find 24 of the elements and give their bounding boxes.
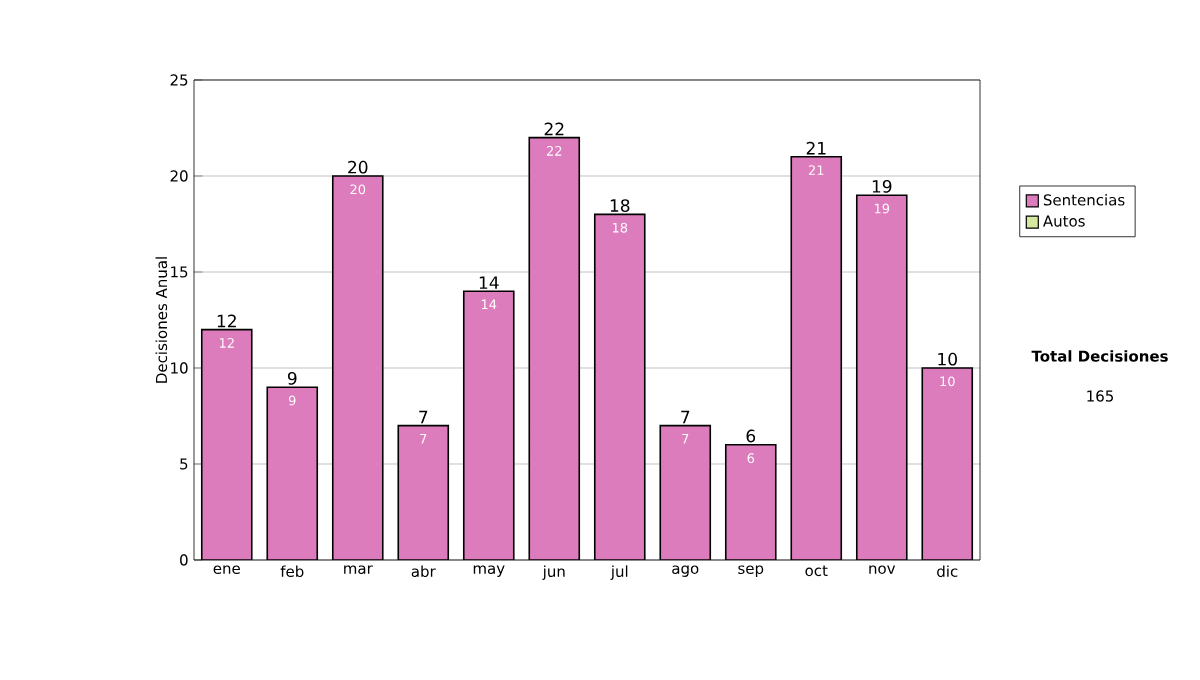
bar (921, 367, 974, 560)
bar (529, 137, 580, 560)
bar (398, 425, 449, 560)
total-label: 9 (287, 371, 297, 385)
bar (332, 175, 383, 560)
total-label: 14 (479, 276, 499, 289)
total-label: 12 (217, 314, 236, 328)
total-label: 10 (938, 352, 957, 366)
total-label: 19 (872, 179, 892, 193)
total-label: 6 (746, 429, 756, 443)
total-label: 21 (806, 141, 826, 155)
total-label: 7 (419, 410, 428, 424)
bar (201, 329, 252, 560)
bar (791, 156, 842, 560)
bar (463, 291, 514, 560)
bar (267, 387, 318, 560)
total-label: 20 (348, 160, 368, 174)
bar (856, 195, 907, 560)
bar (594, 214, 645, 560)
total-label: 18 (610, 199, 630, 213)
bar (660, 425, 711, 560)
bar (725, 444, 776, 560)
total-label: 22 (544, 122, 564, 136)
total-label: 7 (681, 410, 690, 424)
